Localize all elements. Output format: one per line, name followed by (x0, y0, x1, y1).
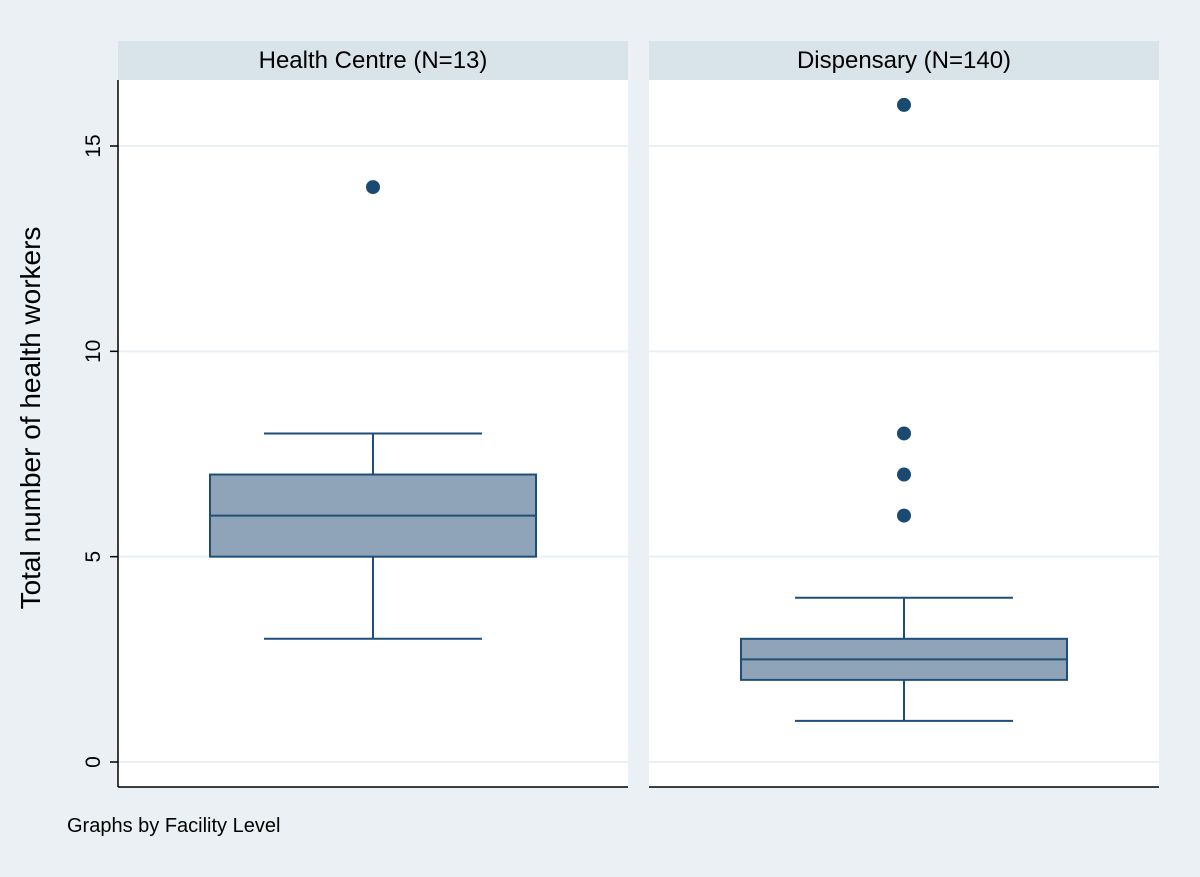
y-tick-label: 10 (82, 340, 105, 363)
panel-2: Dispensary (N=140) (649, 41, 1159, 788)
panel-strip (649, 41, 1159, 80)
y-tick-label: 15 (82, 134, 105, 157)
outlier-point (897, 426, 911, 441)
y-axis-label: Total number of health workers (15, 227, 46, 610)
outlier-point (897, 508, 911, 523)
panel-title: Health Centre (N=13) (259, 47, 488, 74)
panel-strip (118, 41, 628, 80)
outlier-point (366, 180, 380, 195)
outlier-point (897, 97, 911, 112)
panel-1: Health Centre (N=13) 0 5 10 15 (82, 41, 628, 788)
outlier-point (897, 467, 911, 482)
graph-note: Graphs by Facility Level (67, 815, 280, 837)
y-tick-label: 0 (82, 756, 105, 768)
y-tick-label: 5 (82, 551, 105, 563)
panel-title: Dispensary (N=140) (797, 47, 1011, 74)
